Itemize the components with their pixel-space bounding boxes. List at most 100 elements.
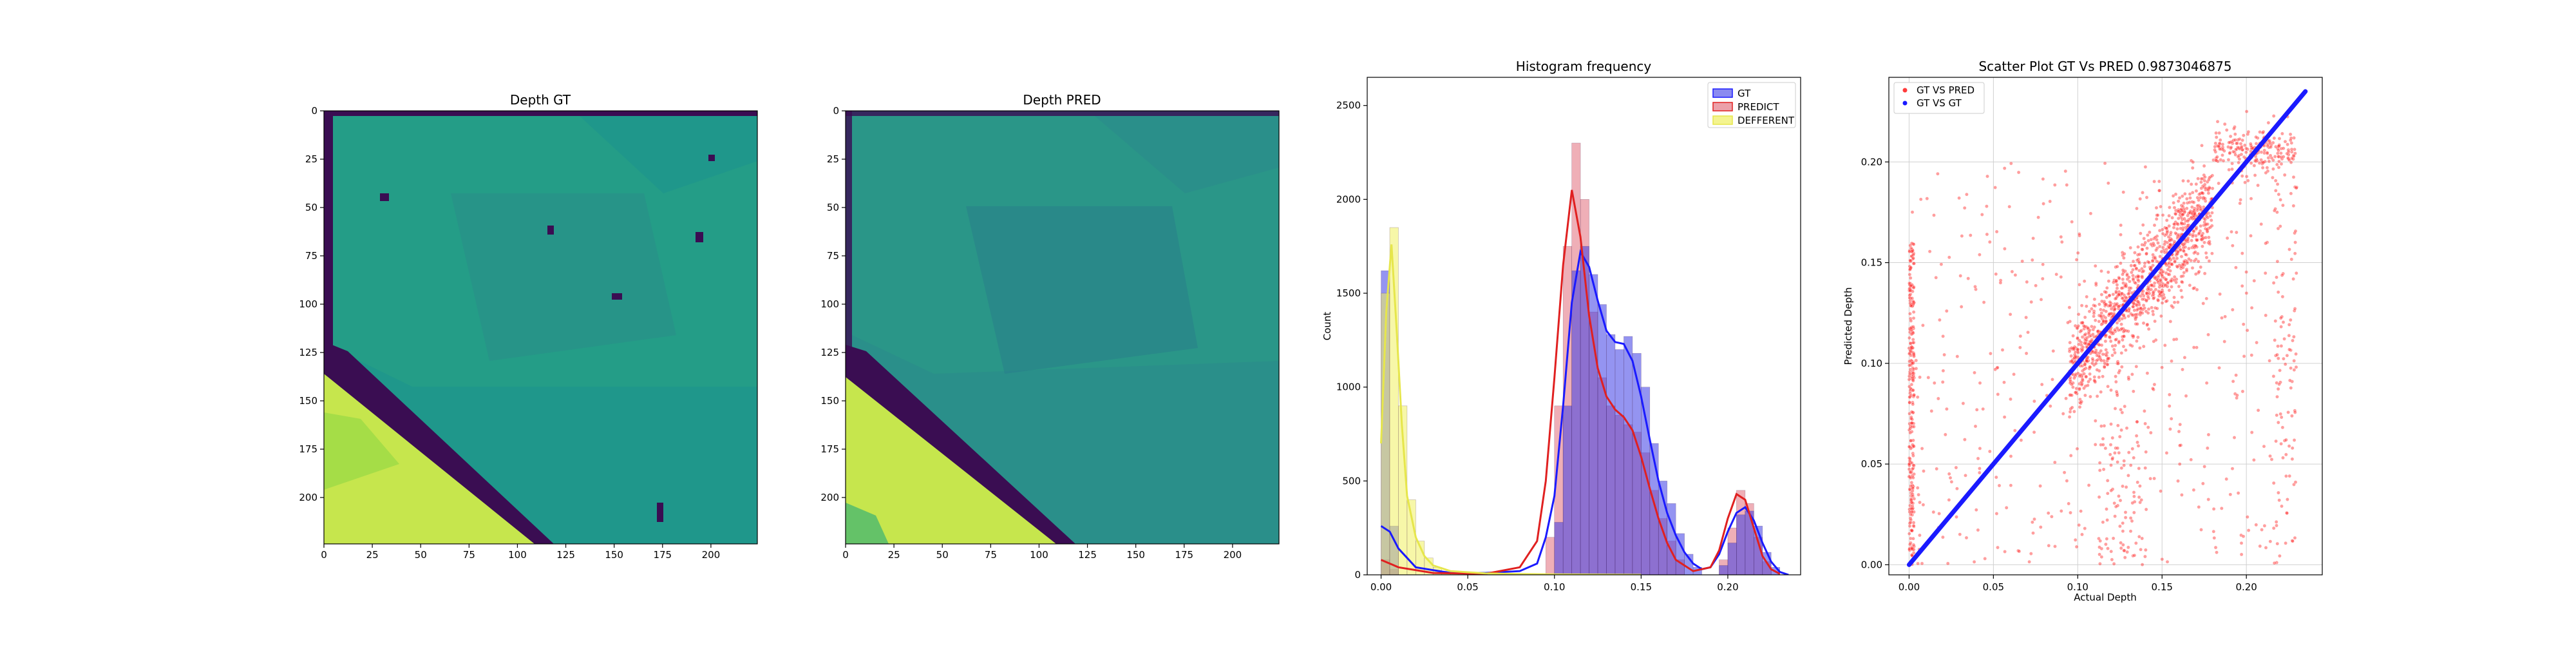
scatter-point [2287,347,2291,352]
scatter-point [1914,358,1918,363]
scatter-point [2281,456,2285,460]
scatter-point [2132,553,2137,557]
scatter-point [2227,168,2231,172]
y-tick-label: 2500 [1336,100,1361,111]
scatter-point [2132,308,2137,313]
scatter-point [2234,373,2238,378]
scatter-point [1978,381,1982,385]
scatter-point [2160,557,2164,561]
depth-pred-image [846,111,1279,544]
scatter-point [2125,426,2129,430]
scatter-point [1911,325,1915,329]
scatter-point [2137,495,2141,499]
scatter-point [2252,458,2256,462]
scatter-point [2293,251,2297,256]
scatter-point [2117,450,2121,455]
scatter-point [2199,186,2204,190]
scatter-point [2076,251,2080,255]
scatter-point [2192,488,2196,492]
scatter-point [2094,358,2099,363]
scatter-point [2280,295,2285,299]
scatter-point [2202,240,2206,245]
scatter-point [2093,351,2098,354]
scatter-point [2081,324,2086,328]
scatter-point [2151,241,2155,246]
scatter-point [2239,152,2244,157]
scatter-point [2141,269,2146,273]
scatter-point [2109,463,2113,467]
scatter-point [2092,378,2096,383]
scatter-point [2146,311,2150,315]
scatter-point [2217,147,2222,151]
scatter-point [2004,506,2009,510]
scatter-point [2110,457,2114,461]
scatter-point [2203,175,2207,179]
scatter-point [2119,351,2124,355]
scatter-point [2103,446,2108,450]
scatter-point [2114,446,2118,450]
scatter-point [1908,311,1912,316]
scatter-point [2070,405,2074,410]
scatter-point [2066,320,2070,325]
scatter-point [1976,456,1980,461]
scatter-point [2090,307,2094,311]
scatter-point [2189,182,2193,186]
x-tick-label: 0 [321,549,327,561]
scatter-point [2291,277,2295,281]
scatter-point [2135,420,2139,424]
scatter-point [2181,262,2185,267]
histogram-marks [1380,142,1789,575]
scatter-point [2143,421,2147,426]
scatter-point [2174,231,2177,235]
scatter-point [2265,166,2269,170]
scatter-point [2293,240,2297,244]
scatter-point [2212,536,2217,540]
depth-gt-diagonal-region [324,374,535,544]
scatter-point [1978,447,1982,450]
scatter-point [2291,204,2296,208]
scatter-point [2292,136,2296,140]
scatter-point [2262,151,2266,155]
scatter-point [2215,119,2220,124]
scatter-point [2141,344,2146,349]
scatter-point [1909,358,1913,363]
scatter-point [2204,235,2208,240]
scatter-point [2204,296,2209,301]
x-tick-label: 0.20 [2235,581,2257,593]
scatter-point [2239,541,2244,545]
scatter-point [2285,511,2289,516]
scatter-point [2209,218,2213,222]
scatter-point [1943,432,1947,437]
scatter-point [2095,368,2099,372]
scatter-point [2282,173,2287,177]
scatter-point [2277,192,2281,197]
scatter-point [2157,289,2161,293]
scatter-point [2283,139,2287,144]
scatter-point [2179,275,2183,278]
scatter-point [2082,279,2087,284]
scatter-point [2112,562,2116,566]
histogram-bar [1606,334,1616,575]
scatter-point [2152,255,2155,260]
y-tick-label: 100 [820,298,839,310]
scatter-point [1912,510,1916,514]
scatter-point [2180,262,2184,267]
scatter-point [2105,363,2110,367]
scatter-point [2115,264,2119,269]
scatter-xlabel: Actual Depth [2074,592,2136,603]
scatter-point [2206,191,2211,195]
scatter-point [2073,538,2078,542]
scatter-point [2275,275,2278,280]
scatter-point [2128,516,2133,520]
y-tick-label: 0.20 [1861,156,1882,168]
scatter-point [2164,451,2169,455]
scatter-point [1908,372,1912,376]
scatter-point [2155,306,2159,311]
scatter-point [2279,162,2284,166]
scatter-point [2140,297,2145,302]
scatter-point [2179,207,2184,211]
scatter-point [2278,380,2282,385]
scatter-point [1908,359,1911,363]
scatter-point [1909,246,1913,250]
